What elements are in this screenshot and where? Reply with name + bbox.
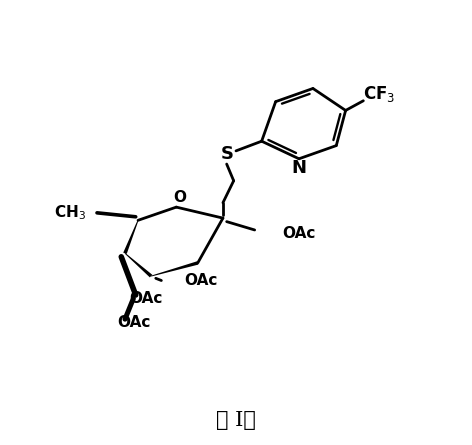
Text: O: O: [174, 190, 186, 205]
Polygon shape: [151, 261, 198, 276]
Text: CH$_3$: CH$_3$: [54, 203, 86, 222]
Text: OAc: OAc: [185, 273, 218, 288]
Text: OAc: OAc: [283, 226, 316, 241]
Text: OAc: OAc: [117, 315, 151, 330]
Text: OAc: OAc: [130, 291, 163, 306]
Text: S: S: [221, 146, 234, 163]
Polygon shape: [125, 253, 152, 277]
Polygon shape: [123, 220, 138, 254]
Text: N: N: [292, 159, 306, 178]
Text: 式 I。: 式 I。: [216, 411, 256, 430]
Text: CF$_3$: CF$_3$: [363, 84, 396, 104]
